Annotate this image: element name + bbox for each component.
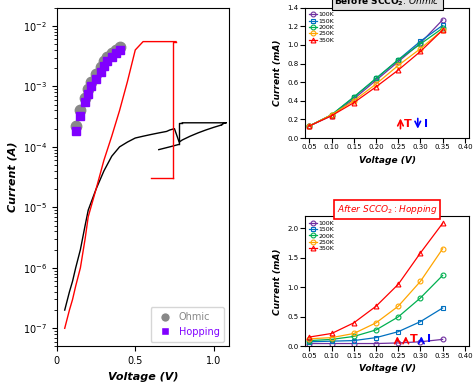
350K [395,68,401,72]
200K [373,76,379,81]
250K [351,331,357,336]
Text: I: I [428,335,431,345]
Legend: 100K, 150K, 200K, 250K, 350K: 100K, 150K, 200K, 250K, 350K [308,219,336,253]
250K [351,99,357,103]
150K [351,95,357,99]
350K [373,84,379,89]
150K [395,57,401,62]
Title: $\bf{Before\ SCCO_2}$: $\it{Ohmic}$: $\bf{Before\ SCCO_2}$: $\it{Ohmic}$ [335,0,440,8]
100K [373,341,379,346]
100K [329,113,335,118]
200K [351,334,357,339]
250K [329,335,335,340]
Line: 200K: 200K [307,26,445,128]
350K [307,335,312,339]
200K [329,112,335,117]
Line: 100K: 100K [307,17,445,128]
Text: I: I [424,119,428,129]
150K [440,23,446,28]
350K [329,331,335,336]
350K [440,28,446,32]
100K [395,59,401,64]
250K [307,336,312,341]
Text: T: T [410,335,417,345]
200K [329,337,335,342]
Legend: Ohmic, Hopping: Ohmic, Hopping [151,307,225,341]
100K [395,341,401,345]
200K [440,26,446,30]
150K [307,340,312,344]
X-axis label: Voltage (V): Voltage (V) [108,372,178,382]
350K [418,49,423,54]
200K [373,328,379,332]
100K [329,341,335,346]
150K [329,339,335,343]
200K [351,95,357,99]
150K [418,319,423,324]
150K [329,112,335,117]
Line: 200K: 200K [307,273,445,343]
200K [307,338,312,343]
350K [351,320,357,325]
Line: 100K: 100K [307,337,445,346]
350K [307,124,312,128]
100K [418,340,423,344]
150K [307,124,312,128]
250K [440,246,446,251]
350K [351,100,357,105]
350K [329,113,335,118]
Line: 150K: 150K [307,23,445,128]
250K [307,124,312,128]
200K [418,296,423,300]
200K [395,315,401,319]
Title: $\it{After\ SCCO_2: Hopping}$: $\it{After\ SCCO_2: Hopping}$ [337,203,438,216]
Y-axis label: Current (mA): Current (mA) [273,248,282,315]
250K [440,28,446,32]
150K [351,338,357,343]
250K [418,46,423,51]
250K [373,320,379,325]
X-axis label: Voltage (V): Voltage (V) [359,364,416,373]
250K [329,112,335,117]
X-axis label: Voltage (V): Voltage (V) [359,156,416,165]
150K [418,39,423,44]
100K [440,337,446,342]
250K [373,82,379,86]
Y-axis label: Current (A): Current (A) [8,142,18,213]
Line: 250K: 250K [307,28,445,128]
Line: 350K: 350K [307,28,445,128]
250K [395,63,401,68]
200K [307,124,312,128]
100K [307,341,312,346]
Y-axis label: Current (mA): Current (mA) [273,40,282,106]
250K [418,279,423,284]
100K [351,341,357,346]
200K [440,273,446,278]
350K [440,221,446,226]
250K [395,304,401,308]
150K [440,306,446,310]
100K [440,17,446,22]
350K [395,282,401,286]
Text: T: T [404,119,412,129]
150K [395,330,401,334]
150K [373,76,379,81]
150K [373,335,379,340]
100K [373,78,379,83]
200K [395,57,401,62]
Line: 150K: 150K [307,306,445,344]
350K [373,304,379,308]
100K [351,97,357,101]
Line: 250K: 250K [307,246,445,341]
Legend: 100K, 150K, 200K, 250K, 350K: 100K, 150K, 200K, 250K, 350K [308,11,336,44]
200K [418,42,423,46]
100K [307,124,312,128]
Line: 350K: 350K [307,221,445,340]
350K [418,251,423,255]
100K [418,41,423,45]
